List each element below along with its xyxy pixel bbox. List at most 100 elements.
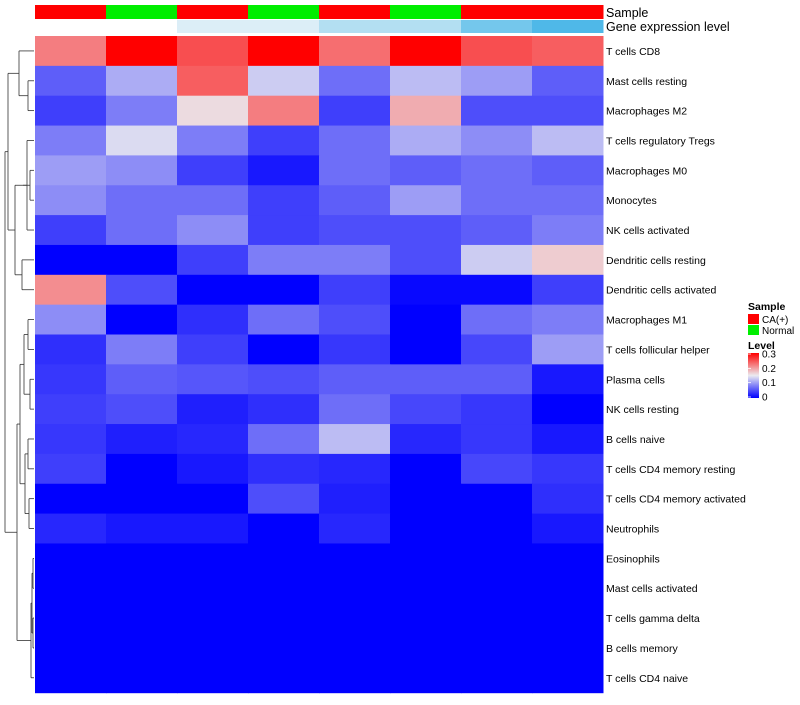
heatmap-cell bbox=[461, 453, 533, 485]
heatmap-cell bbox=[248, 65, 320, 97]
heatmap-cell bbox=[248, 573, 320, 604]
heatmap-cell bbox=[248, 394, 320, 425]
heatmap-cell bbox=[106, 633, 178, 664]
heatmap-cell bbox=[35, 364, 107, 395]
heatmap-cell bbox=[319, 274, 391, 306]
heatmap-cell bbox=[532, 424, 604, 455]
heatmap-cell bbox=[390, 394, 462, 425]
heatmap-cell bbox=[319, 95, 391, 127]
heatmap-cell bbox=[35, 513, 107, 544]
annotation-cell bbox=[248, 20, 320, 33]
heatmap-cell bbox=[177, 185, 249, 216]
heatmap-cell bbox=[248, 185, 320, 216]
heatmap-cell bbox=[248, 155, 320, 186]
heatmap-cell bbox=[177, 573, 249, 604]
heatmap-cell bbox=[106, 364, 178, 395]
row-labels: T cells CD8 Mast cells resting Macrophages… bbox=[606, 46, 746, 685]
heatmap-cell bbox=[106, 215, 178, 246]
row-label: T cells CD4 memory activated bbox=[606, 494, 746, 506]
row-label: B cells memory bbox=[606, 643, 679, 655]
heatmap-cell bbox=[319, 65, 391, 97]
heatmap-cell bbox=[319, 125, 391, 156]
annotation-cell bbox=[106, 20, 178, 33]
heatmap-cell bbox=[532, 215, 604, 246]
column-annotation-bars bbox=[35, 5, 604, 33]
heatmap-cell bbox=[532, 603, 604, 634]
heatmap-cell bbox=[461, 155, 533, 186]
heatmap-cell bbox=[461, 543, 533, 574]
heatmap-cell bbox=[106, 334, 178, 365]
heatmap-cell bbox=[177, 394, 249, 425]
heatmap-cell bbox=[106, 394, 178, 425]
heatmap-cell bbox=[35, 662, 107, 694]
heatmap-cell bbox=[461, 424, 533, 455]
heatmap-cell bbox=[532, 573, 604, 604]
row-label: T cells regulatory Tregs bbox=[606, 135, 715, 147]
heatmap-cell bbox=[532, 453, 604, 485]
annotation-cell bbox=[532, 5, 604, 19]
heatmap-cell bbox=[35, 394, 107, 425]
heatmap-cell bbox=[177, 662, 249, 694]
heatmap-cell bbox=[35, 95, 107, 127]
heatmap-cell bbox=[177, 155, 249, 186]
annotation-cell bbox=[106, 5, 178, 19]
heatmap-cell bbox=[532, 394, 604, 425]
heatmap-cell bbox=[319, 36, 391, 67]
heatmap-cell bbox=[390, 185, 462, 216]
heatmap-cell bbox=[177, 274, 249, 306]
heatmap-cell bbox=[532, 513, 604, 544]
heatmap-cell bbox=[390, 633, 462, 664]
row-label: T cells CD4 memory resting bbox=[606, 464, 735, 476]
heatmap-cell bbox=[532, 483, 604, 515]
heatmap-cell bbox=[319, 334, 391, 365]
row-label: Dendritic cells resting bbox=[606, 255, 706, 267]
heatmap-cell bbox=[248, 543, 320, 574]
heatmap-cell bbox=[35, 424, 107, 455]
heatmap-cell bbox=[461, 603, 533, 634]
heatmap-cell bbox=[390, 65, 462, 97]
annotation-cell bbox=[35, 20, 107, 33]
heatmap-cell bbox=[532, 36, 604, 67]
heatmap-cell bbox=[35, 274, 107, 306]
heatmap-cell bbox=[461, 125, 533, 156]
heatmap-cell bbox=[248, 334, 320, 365]
heatmap-cell bbox=[248, 483, 320, 515]
heatmap-cell bbox=[319, 155, 391, 186]
heatmap-cell bbox=[461, 394, 533, 425]
heatmap-cell bbox=[248, 36, 320, 67]
heatmap-cell bbox=[319, 573, 391, 604]
heatmap-cell bbox=[390, 244, 462, 276]
heatmap-cell bbox=[319, 304, 391, 335]
heatmap-cell bbox=[35, 633, 107, 664]
heatmap-cell bbox=[35, 125, 107, 156]
heatmap-cell bbox=[461, 573, 533, 604]
heatmap-cell bbox=[390, 36, 462, 67]
heatmap-cell bbox=[461, 483, 533, 515]
level-tick-label: 0 bbox=[762, 393, 768, 404]
heatmap-cell bbox=[532, 125, 604, 156]
row-label: T cells follicular helper bbox=[606, 344, 710, 356]
heatmap-cell bbox=[35, 36, 107, 67]
row-label: NK cells activated bbox=[606, 225, 690, 237]
heatmap-cell bbox=[248, 244, 320, 276]
heatmap-cell bbox=[106, 155, 178, 186]
heatmap-cell bbox=[248, 424, 320, 455]
level-tick-label: 0.2 bbox=[762, 364, 776, 375]
row-label: B cells naive bbox=[606, 434, 665, 446]
heatmap-cells bbox=[35, 36, 604, 694]
heatmap-cell bbox=[390, 304, 462, 335]
heatmap-cell bbox=[319, 633, 391, 664]
heatmap-cell bbox=[106, 185, 178, 216]
annotation-cell bbox=[319, 20, 391, 33]
heatmap-cell bbox=[390, 483, 462, 515]
heatmap-cell bbox=[532, 274, 604, 306]
heatmap-cell bbox=[248, 304, 320, 335]
heatmap-cell bbox=[248, 215, 320, 246]
row-label: Mast cells activated bbox=[606, 583, 698, 595]
heatmap-cell bbox=[106, 244, 178, 276]
annotation-cell bbox=[319, 5, 391, 19]
heatmap-cell bbox=[461, 65, 533, 97]
heatmap-cell bbox=[177, 483, 249, 515]
annotation-cell bbox=[461, 5, 533, 19]
